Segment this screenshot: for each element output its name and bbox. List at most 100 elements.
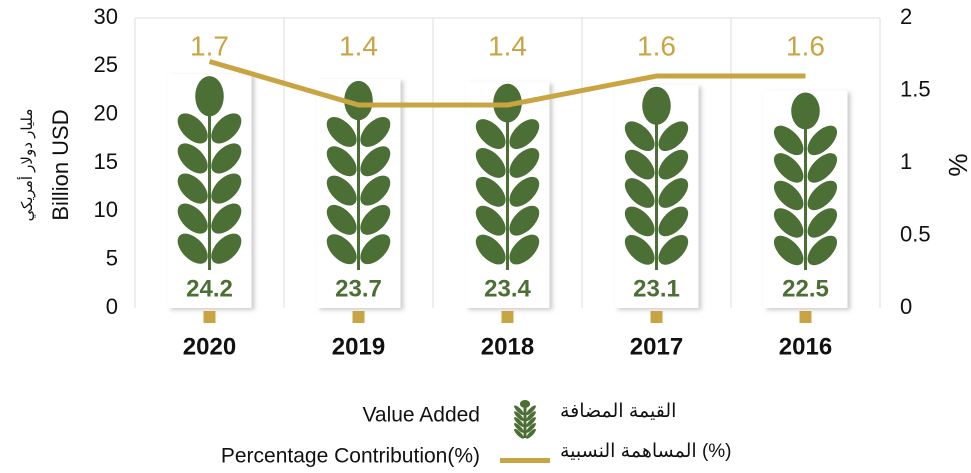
wheat-leaf [360, 234, 391, 265]
wheat-leaf [514, 405, 524, 416]
wheat-leaf [526, 417, 536, 427]
y-tick-label: 25 [94, 52, 118, 77]
line [208, 59, 806, 108]
y-tick-label: 0 [106, 294, 118, 319]
wheat-leaf [658, 178, 689, 208]
wheat-leaf [326, 175, 357, 206]
x-tick [501, 311, 514, 323]
data-label: 1.4 [339, 30, 378, 61]
x-tick [352, 311, 365, 323]
x-tick-label: 2016 [779, 333, 832, 360]
wheat-leaf [624, 149, 655, 180]
y2-tick-label: 2 [900, 4, 912, 29]
legend-label: Value Added [362, 404, 480, 427]
wheat-leaf [177, 143, 208, 174]
wheat-leaf [344, 80, 373, 121]
wheat-leaf [658, 121, 689, 152]
wheat-leaf [807, 153, 838, 183]
wheat-leaf [326, 234, 357, 265]
x-tick-label: 2019 [332, 333, 385, 360]
wheat-leaf [526, 405, 536, 416]
data-label: 23.7 [335, 275, 382, 302]
wheat-icon [475, 83, 540, 270]
wheat-leaf [658, 149, 689, 180]
wheat-leaf [177, 203, 208, 234]
legend-label-ar: القيمة المضافة [560, 401, 676, 422]
wheat-leaf [360, 175, 391, 206]
y-tick-label: 15 [94, 149, 118, 174]
data-label: 1.4 [488, 30, 527, 61]
wheat-leaf [195, 76, 224, 117]
legend-label-ar: المساهمة النسبية (%) [560, 441, 732, 462]
wheat-leaf [519, 400, 531, 408]
wheat-leaf [773, 153, 804, 183]
x-tick [799, 311, 812, 323]
wheat-leaf [514, 428, 524, 439]
wheat-leaf [807, 208, 838, 238]
y-axis-label: Billion USD [48, 109, 73, 220]
wheat-leaf [807, 235, 838, 266]
y2-axis-label: % [943, 153, 971, 176]
x-tick [650, 311, 663, 323]
wheat-leaf [475, 148, 506, 178]
wheat-leaf [526, 411, 536, 422]
y2-tick-label: 0.5 [900, 221, 931, 246]
wheat-leaf [509, 205, 540, 236]
x-tick-label: 2020 [183, 333, 236, 360]
wheat-icon [177, 76, 242, 270]
wheat-leaf [211, 173, 242, 204]
wheat-leaf [624, 121, 655, 152]
wheat-leaf [773, 125, 804, 156]
wheat-leaf [211, 143, 242, 174]
wheat-leaf [177, 173, 208, 204]
data-label: 1.6 [786, 30, 825, 61]
wheat-leaf [360, 146, 391, 177]
x-tick [203, 311, 216, 323]
wheat-leaf [177, 113, 208, 144]
wheat-leaf [807, 180, 838, 211]
legend-label: Percentage Contribution(%) [221, 445, 480, 468]
y2-tick-label: 0 [900, 294, 912, 319]
y-axis-label-ar: مليار دولار أمريكي [17, 109, 37, 222]
x-tick-label: 2018 [481, 333, 534, 360]
wheat-leaf [658, 234, 689, 265]
data-label: 23.1 [633, 275, 680, 302]
data-label: 22.5 [782, 275, 829, 302]
wheat-leaf [526, 423, 536, 433]
wheat-leaf [475, 176, 506, 207]
wheat-icon [326, 80, 391, 270]
wheat-leaf [509, 148, 540, 178]
wheat-leaf [807, 125, 838, 156]
y-tick-label: 30 [94, 4, 118, 29]
wheat-icon [773, 92, 838, 270]
wheat-leaf [773, 235, 804, 266]
wheat-leaf [642, 86, 671, 125]
y-tick-label: 5 [106, 245, 118, 270]
wheat-leaf [326, 116, 357, 147]
wheat-leaf [658, 206, 689, 237]
wheat-leaf [509, 176, 540, 207]
wheat-leaf [514, 417, 524, 427]
wheat-leaf [509, 234, 540, 265]
y-tick-label: 10 [94, 197, 118, 222]
data-label: 1.6 [637, 30, 676, 61]
data-label: 24.2 [186, 275, 233, 302]
wheat-leaf [773, 180, 804, 211]
wheat-leaf [624, 178, 655, 208]
wheat-leaf [326, 204, 357, 235]
wheat-leaf [211, 203, 242, 234]
wheat-leaf [514, 423, 524, 433]
wheat-leaf [326, 146, 357, 177]
wheat-leaf [475, 119, 506, 149]
wheat-leaf [475, 234, 506, 265]
data-label: 1.7 [190, 30, 229, 61]
wheat-leaf [475, 205, 506, 236]
y-tick-label: 20 [94, 100, 118, 125]
wheat-leaf [509, 119, 540, 149]
wheat-leaf [791, 92, 820, 130]
legend-icon [514, 400, 536, 439]
wheat-leaf [526, 428, 536, 439]
wheat-leaf [360, 116, 391, 147]
wheat-leaf [624, 234, 655, 265]
